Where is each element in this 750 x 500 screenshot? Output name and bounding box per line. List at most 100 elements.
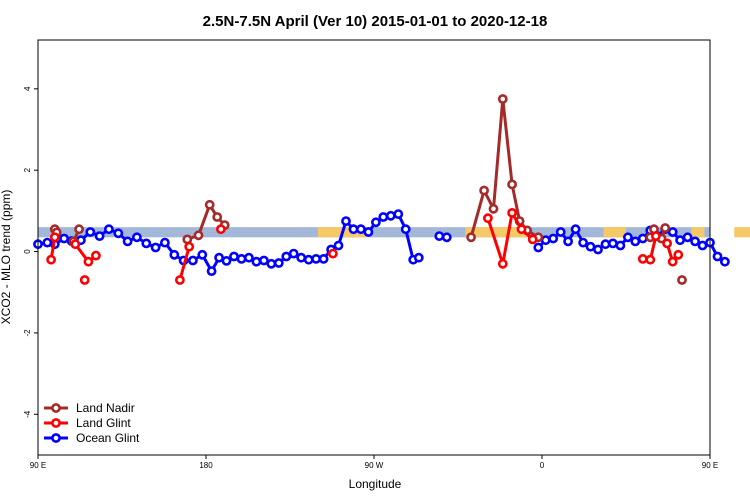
- data-point: [482, 213, 493, 224]
- x-axis-label: Longitude: [349, 477, 402, 491]
- data-point: [122, 236, 133, 247]
- data-point: [83, 256, 94, 267]
- plot-frame: [37, 39, 711, 456]
- series-ocean-glint: [33, 209, 730, 276]
- legend-label: Land Nadir: [76, 401, 135, 415]
- data-point: [251, 256, 262, 267]
- series-land-nadir: [49, 94, 687, 285]
- x-tick-label: 0: [540, 461, 545, 470]
- legend-label: Ocean Glint: [76, 431, 140, 445]
- band-highlight: [734, 227, 750, 238]
- data-point: [79, 275, 90, 285]
- data-point: [677, 275, 687, 285]
- data-point: [563, 236, 573, 247]
- data-point: [497, 258, 508, 269]
- series-line: [469, 97, 540, 239]
- data-point: [104, 224, 114, 235]
- data-point: [113, 228, 124, 239]
- data-point: [434, 231, 445, 241]
- data-point: [623, 232, 633, 243]
- data-point: [466, 232, 476, 243]
- data-point: [370, 217, 381, 228]
- data-point: [46, 254, 56, 265]
- data-point: [243, 252, 254, 263]
- data-point: [660, 223, 671, 233]
- data-point: [193, 230, 204, 241]
- data-point: [70, 239, 81, 250]
- data-point: [533, 242, 544, 253]
- band-highlight: [603, 227, 626, 238]
- data-point: [507, 179, 517, 190]
- data-point: [288, 248, 299, 259]
- data-point: [42, 237, 53, 248]
- data-point: [49, 232, 60, 243]
- legend-item: Land Glint: [44, 416, 131, 430]
- data-point: [174, 275, 185, 285]
- data-point: [169, 249, 180, 260]
- data-point: [214, 252, 224, 263]
- data-point: [682, 232, 693, 243]
- data-point: [197, 249, 208, 260]
- data-point: [400, 224, 411, 235]
- data-point: [221, 255, 232, 266]
- data-point: [578, 237, 588, 248]
- band-highlight: [691, 227, 705, 238]
- data-point: [378, 212, 389, 222]
- data-point: [712, 251, 723, 262]
- data-point: [479, 185, 489, 196]
- series-land-glint: [46, 207, 684, 285]
- data-point: [667, 227, 678, 237]
- y-tick-label: -4: [23, 410, 32, 418]
- data-point: [296, 252, 307, 263]
- data-point: [690, 236, 700, 247]
- legend-swatch-marker: [51, 418, 61, 428]
- data-point: [645, 254, 656, 265]
- data-point: [548, 233, 559, 244]
- legend-swatch-marker: [51, 433, 61, 443]
- data-point: [204, 199, 215, 210]
- series-line: [178, 246, 191, 281]
- data-point: [488, 203, 499, 214]
- y-tick-label: 0: [23, 249, 32, 254]
- data-point: [266, 258, 277, 269]
- data-point: [516, 224, 527, 235]
- data-point: [131, 232, 142, 243]
- data-point: [187, 255, 198, 266]
- data-point: [662, 238, 672, 249]
- data-point: [94, 231, 105, 241]
- data-point: [159, 237, 170, 248]
- data-point: [720, 256, 730, 267]
- legend-item: Ocean Glint: [44, 431, 140, 445]
- data-point: [184, 241, 195, 252]
- y-tick-label: 4: [23, 86, 32, 91]
- data-point: [615, 240, 626, 251]
- data-point: [355, 224, 366, 235]
- data-point: [555, 227, 566, 237]
- data-point: [675, 235, 685, 246]
- data-point: [651, 231, 661, 241]
- x-tick-label: 90 E: [702, 461, 718, 470]
- data-point: [385, 210, 396, 221]
- y-tick-label: 2: [23, 167, 32, 172]
- data-point: [212, 212, 223, 222]
- x-axis: 90 E 180 90 W 0 90 E: [30, 455, 718, 470]
- data-point: [630, 236, 641, 247]
- data-point: [593, 244, 603, 255]
- data-point: [206, 266, 217, 276]
- legend-swatch-marker: [51, 403, 61, 413]
- data-point: [141, 238, 152, 249]
- chart-title: 2.5N-7.5N April (Ver 10) 2015-01-01 to 2…: [203, 13, 548, 30]
- x-tick-label: 90 W: [365, 461, 384, 470]
- legend-label: Land Glint: [76, 416, 131, 430]
- band-highlight: [465, 227, 528, 238]
- data-point: [229, 251, 239, 262]
- data-point: [673, 249, 684, 260]
- data-point: [697, 240, 708, 251]
- y-axis-label: XCO2 - MLO trend (ppm): [0, 190, 13, 325]
- data-point: [258, 255, 269, 266]
- series-line: [486, 211, 534, 266]
- series-layer: [33, 94, 730, 285]
- data-point: [215, 224, 226, 235]
